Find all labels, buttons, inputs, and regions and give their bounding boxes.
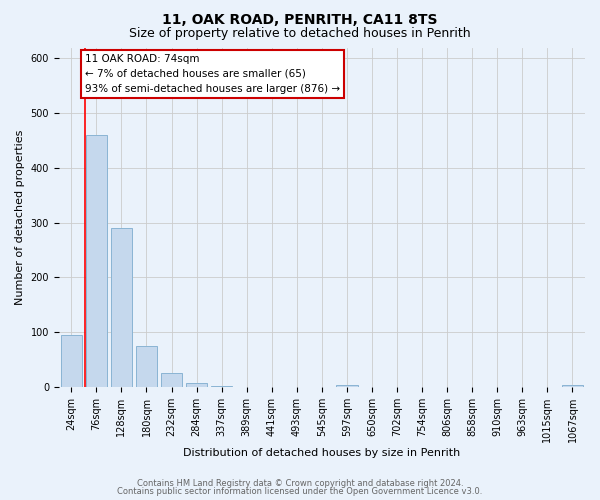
- Bar: [336, 385, 358, 387]
- Text: Contains HM Land Registry data © Crown copyright and database right 2024.: Contains HM Land Registry data © Crown c…: [137, 478, 463, 488]
- Bar: [186, 383, 207, 387]
- Y-axis label: Number of detached properties: Number of detached properties: [15, 130, 25, 305]
- Bar: [161, 373, 182, 387]
- Bar: [562, 384, 583, 387]
- Text: Contains public sector information licensed under the Open Government Licence v3: Contains public sector information licen…: [118, 487, 482, 496]
- Bar: [211, 386, 232, 387]
- Bar: [111, 228, 132, 387]
- Bar: [86, 135, 107, 387]
- Text: 11 OAK ROAD: 74sqm
← 7% of detached houses are smaller (65)
93% of semi-detached: 11 OAK ROAD: 74sqm ← 7% of detached hous…: [85, 54, 340, 94]
- Bar: [136, 346, 157, 387]
- Text: Size of property relative to detached houses in Penrith: Size of property relative to detached ho…: [129, 28, 471, 40]
- Bar: [61, 335, 82, 387]
- Text: 11, OAK ROAD, PENRITH, CA11 8TS: 11, OAK ROAD, PENRITH, CA11 8TS: [162, 12, 438, 26]
- X-axis label: Distribution of detached houses by size in Penrith: Distribution of detached houses by size …: [183, 448, 461, 458]
